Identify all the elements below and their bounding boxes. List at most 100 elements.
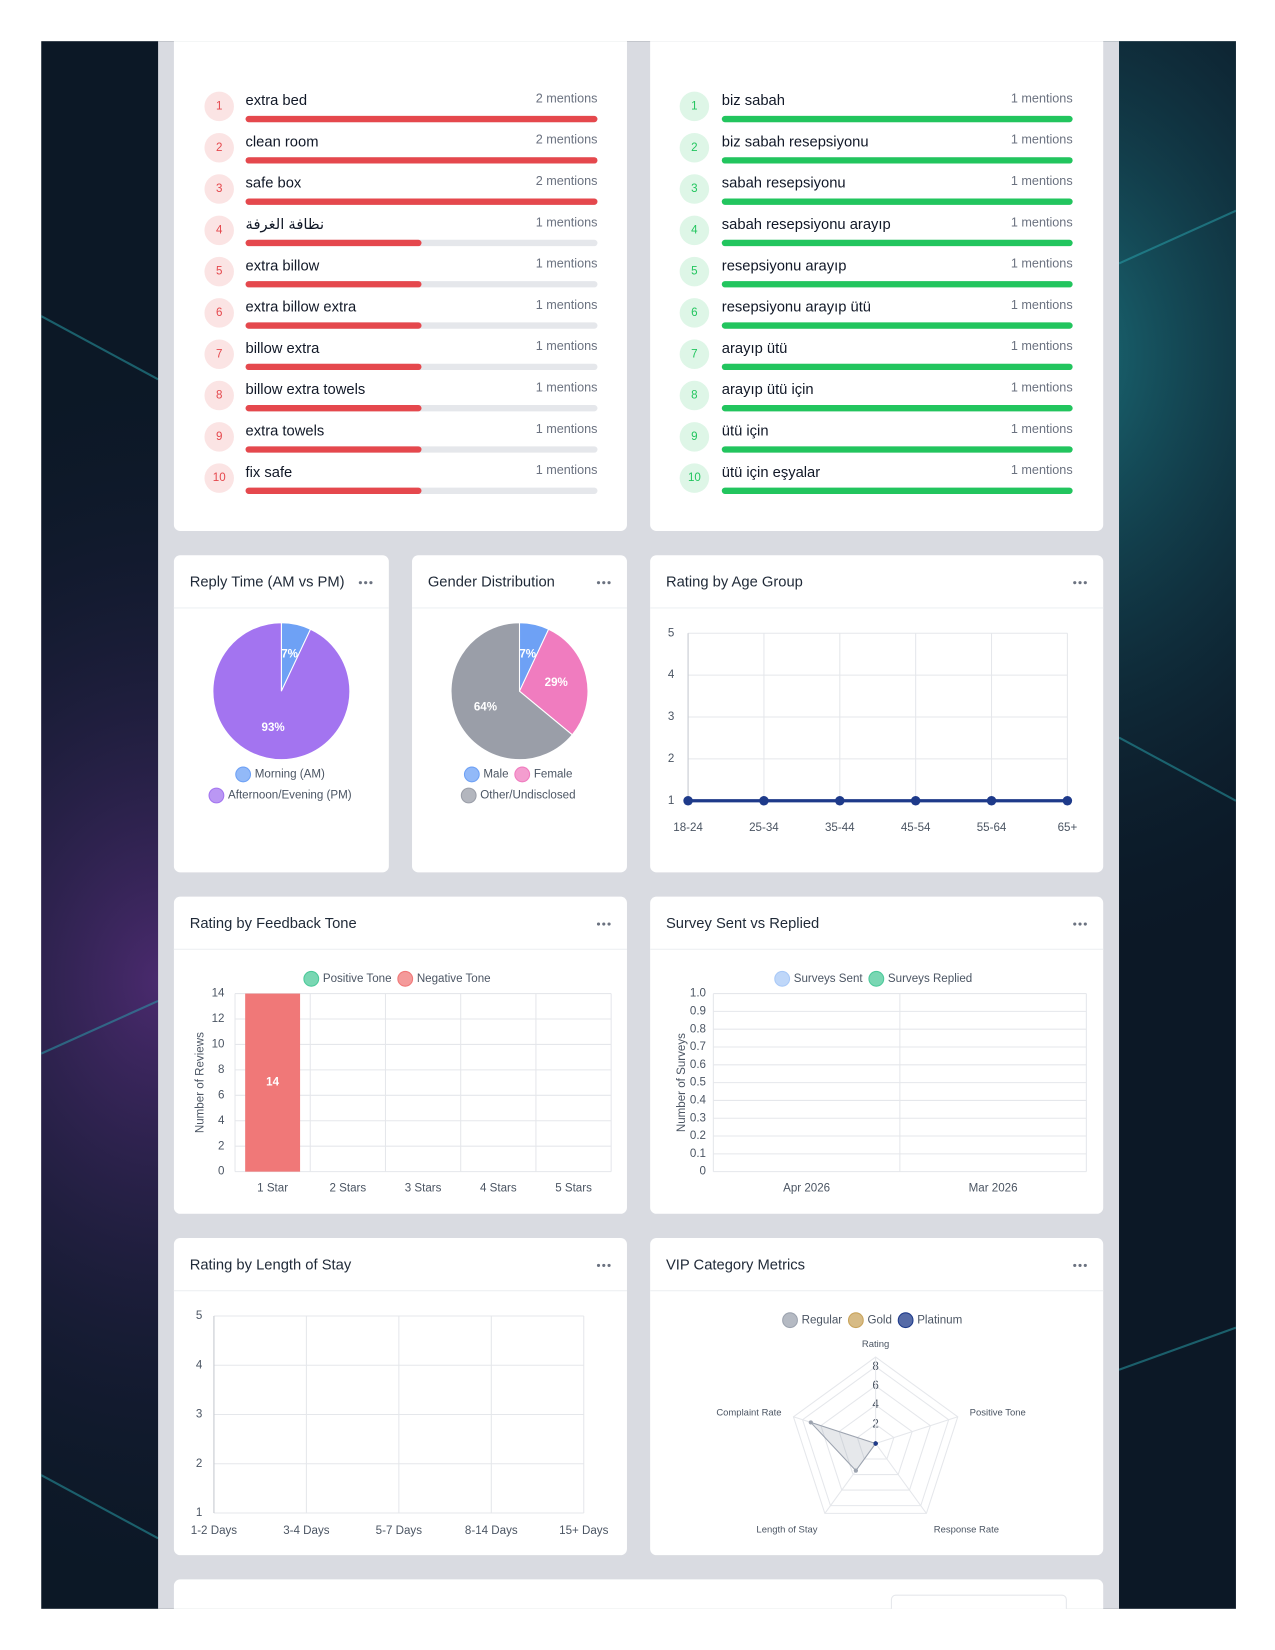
legend-item: Female [514,766,572,783]
content: Reply Time (AM vs PM) Gender Distribution… [41,41,1236,1631]
menu-dot[interactable] [1078,581,1082,585]
menu-dot[interactable] [358,581,362,585]
rank-badge [204,91,234,122]
mention-count: 1 mentions [536,215,598,229]
menu-dot[interactable] [364,581,368,585]
menu-dot[interactable] [596,581,601,585]
rank-number: 1 [216,100,222,112]
legend-label: Male [483,768,508,780]
x-tick-label: 3-4 Days [283,1525,330,1537]
rank-number: 1 [691,100,697,112]
bar [245,993,301,1172]
mention-count: 1 mentions [1011,339,1073,353]
bar [245,198,598,205]
menu-dot[interactable] [1073,581,1077,585]
slice-label: 7% [281,648,298,660]
phrase: resepsiyonu arayıp [722,258,847,274]
mention-count: 1 mentions [1011,422,1073,436]
bottom-card [173,1579,1104,1609]
menu-dot[interactable] [602,922,606,926]
slice-label: 93% [262,722,285,734]
menu-dot[interactable] [607,581,611,585]
bar [245,322,422,329]
mention-count: 1 mentions [536,298,598,312]
menu-dot[interactable] [369,581,373,585]
dropdown[interactable] [890,1594,1067,1631]
legend-label: Other/Undisclosed [480,790,575,802]
rank-number: 8 [216,390,222,402]
menu-dot[interactable] [1078,1263,1082,1268]
legend-item: Surveys Sent [774,970,864,987]
phrase: fix safe [246,465,293,481]
bar [721,405,1073,412]
y-tick-label: 0.1 [690,1148,706,1160]
radar-axis-label: Positive Tone [970,1407,1026,1418]
mention-count: 2 mentions [536,174,598,188]
mention-count: 1 mentions [1011,215,1073,229]
slice-label: 29% [545,677,568,689]
menu-dot[interactable] [596,922,601,926]
x-tick-label: 18-24 [673,822,703,834]
menu-dot[interactable] [607,1263,611,1268]
rank-number: 2 [691,142,697,154]
x-tick-label: 1-2 Days [191,1525,238,1537]
menu-dot[interactable] [1078,922,1082,926]
phrase: ütü için eşyalar [722,465,820,481]
phrase: resepsiyonu arayıp ütü [722,300,871,316]
rank-badge [204,298,234,328]
phrase: billow extra towels [246,382,366,398]
radar-axis-label: Length of Stay [756,1524,817,1535]
bar [721,281,1073,288]
menu-dot[interactable] [1073,922,1077,926]
radar-area [810,1421,877,1472]
rank-number: 9 [691,431,697,443]
x-tick-label: 45-54 [901,822,931,834]
legend-swatch [514,766,531,783]
phrase: arayıp ütü için [722,382,814,398]
legend-item: Afternoon/Evening (PM) [208,787,352,804]
legend-swatch [774,970,791,987]
x-tick-label: 1 Star [257,1183,288,1195]
radar-ring [820,1385,932,1491]
rank-badge [679,380,710,411]
y-tick-label: 5 [196,1310,202,1322]
x-tick-label: 65+ [1058,822,1078,834]
bar [245,281,422,288]
legend-item: Regular [782,1312,842,1329]
y-tick-label: 10 [212,1039,225,1051]
legend-label: Surveys Sent [794,973,864,985]
menu-dot[interactable] [602,1263,606,1268]
rank-badge [679,298,710,328]
pie-slice [518,628,589,736]
y-tick-label: 6 [218,1089,224,1101]
menu-dot[interactable] [596,1263,601,1268]
y-tick-label: 0 [700,1166,706,1178]
menu-dot[interactable] [1083,1263,1087,1268]
x-tick-label: 35-44 [825,822,855,834]
radar-axis-label: Rating [862,1339,889,1350]
rank-badge [679,339,710,369]
legend-swatch [868,970,885,987]
menu-dot[interactable] [1073,1263,1077,1268]
legend-swatch [782,1312,798,1329]
mention-count: 1 mentions [536,422,598,436]
rank-badge [679,256,710,287]
menu-dot[interactable] [602,581,606,585]
bar [245,157,598,164]
card [173,896,627,1214]
x-tick-label: 5-7 Days [376,1525,423,1537]
legend-item: Negative Tone [397,970,491,987]
legend-label: Gold [867,1314,891,1326]
y-tick-label: 4 [668,669,675,681]
card-title: Survey Sent vs Replied [666,916,819,932]
menu-dot[interactable] [1083,581,1087,585]
rank-badge [679,215,710,246]
legend-item: Other/Undisclosed [460,787,576,804]
rank-number: 6 [691,307,697,319]
y-tick-label: 0.3 [690,1112,706,1124]
phrase: sabah resepsiyonu [722,176,846,192]
point [910,796,921,806]
mention-count: 1 mentions [1011,91,1073,105]
menu-dot[interactable] [607,922,611,926]
menu-dot[interactable] [1083,922,1087,926]
